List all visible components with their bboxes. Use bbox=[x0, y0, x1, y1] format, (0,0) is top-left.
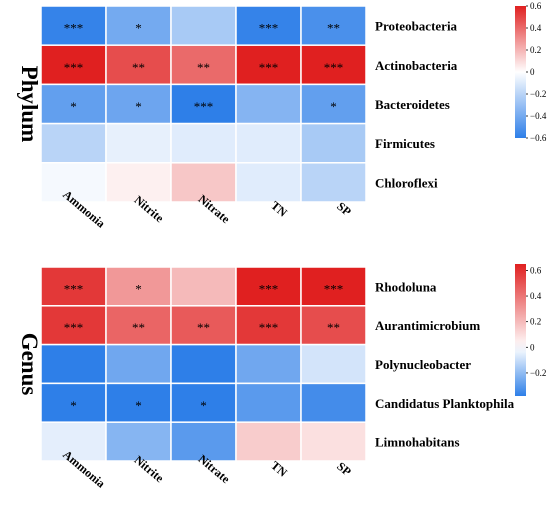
row-label: Firmicutes bbox=[375, 136, 435, 151]
row-label: Chloroflexi bbox=[375, 175, 438, 190]
significance-label: ** bbox=[197, 320, 210, 335]
significance-label: *** bbox=[194, 99, 214, 114]
heatmap-cell bbox=[40, 83, 107, 125]
significance-label: * bbox=[135, 21, 142, 36]
significance-label: *** bbox=[324, 281, 344, 296]
heatmap-cell bbox=[40, 122, 107, 164]
heatmap-cell bbox=[170, 305, 237, 346]
colorbar-tick-label: 0.4 bbox=[530, 291, 542, 301]
heatmap-cell bbox=[300, 421, 367, 462]
heatmap-cell bbox=[170, 122, 237, 164]
heatmap-cell bbox=[105, 122, 172, 164]
heatmap-cell bbox=[235, 421, 302, 462]
significance-label: * bbox=[200, 398, 207, 413]
significance-label: * bbox=[135, 99, 142, 114]
colorbar-tick-label: −0.6 bbox=[530, 133, 547, 143]
colorbar-tick-label: 0.2 bbox=[530, 45, 541, 55]
heatmap-cell bbox=[235, 266, 302, 307]
heatmap-cell bbox=[105, 382, 172, 423]
heatmap-cell bbox=[40, 382, 107, 423]
significance-label: * bbox=[135, 398, 142, 413]
heatmap-phylum: *** * *** ***** ** ** *** **** * *** *Proteobacter… bbox=[17, 1, 547, 231]
colorbar bbox=[515, 264, 526, 396]
significance-label: *** bbox=[64, 60, 84, 75]
heatmap-cell bbox=[235, 44, 302, 86]
heatmap-cell bbox=[300, 305, 367, 346]
significance-label: ** bbox=[327, 320, 340, 335]
row-label: Proteobacteria bbox=[375, 19, 458, 34]
heatmap-cell bbox=[235, 162, 302, 203]
colorbar bbox=[515, 6, 526, 138]
colorbar-tick-label: 0 bbox=[530, 67, 535, 77]
heatmap-cell bbox=[170, 343, 237, 385]
heatmap-genus: *** * *** ****** ** ** *** *** * *RhodolunaAurant… bbox=[17, 264, 546, 491]
colorbar-tick-label: 0 bbox=[530, 342, 535, 352]
colorbar-tick-label: −0.2 bbox=[530, 89, 546, 99]
colorbar-tick-label: 0.6 bbox=[530, 1, 542, 11]
heatmap-cell bbox=[235, 343, 302, 385]
row-label: Rhodoluna bbox=[375, 279, 437, 294]
heatmap-cell bbox=[170, 266, 237, 307]
significance-label: *** bbox=[64, 21, 84, 36]
heatmap-cell bbox=[235, 83, 302, 125]
row-label: Aurantimicrobium bbox=[375, 318, 480, 333]
row-label: Actinobacteria bbox=[375, 58, 458, 73]
heatmap-cell bbox=[40, 162, 107, 203]
heatmap-cell bbox=[170, 83, 237, 125]
significance-label: * bbox=[135, 281, 142, 296]
row-label: Bacteroidetes bbox=[375, 97, 450, 112]
heatmap-cell bbox=[300, 382, 367, 423]
column-label: SP bbox=[334, 459, 354, 479]
significance-label: *** bbox=[259, 320, 279, 335]
heatmap-cell bbox=[170, 421, 237, 462]
heatmap-cell bbox=[235, 122, 302, 164]
heatmap-cell bbox=[105, 305, 172, 346]
colorbar-tick-label: 0.6 bbox=[530, 265, 542, 275]
heatmap-cell bbox=[235, 382, 302, 423]
heatmap-cell bbox=[105, 5, 172, 46]
significance-label: *** bbox=[64, 320, 84, 335]
row-label: Candidatus Planktophila bbox=[375, 396, 515, 411]
heatmap-cell bbox=[300, 5, 367, 46]
colorbar-tick-label: −0.4 bbox=[530, 111, 547, 121]
colorbar-tick-label: 0.2 bbox=[530, 317, 541, 327]
heatmap-cell bbox=[300, 122, 367, 164]
heatmap-cell bbox=[300, 343, 367, 385]
heatmap-cell bbox=[105, 44, 172, 86]
column-label: SP bbox=[334, 199, 354, 219]
row-label: Polynucleobacter bbox=[375, 357, 471, 372]
significance-label: *** bbox=[324, 60, 344, 75]
heatmap-cell bbox=[105, 266, 172, 307]
significance-label: * bbox=[70, 99, 77, 114]
significance-label: * bbox=[70, 398, 77, 413]
group-title: Phylum bbox=[17, 66, 42, 143]
significance-label: ** bbox=[132, 320, 145, 335]
heatmap-cell bbox=[300, 266, 367, 307]
heatmap-cell bbox=[300, 162, 367, 203]
significance-label: * bbox=[330, 99, 337, 114]
significance-label: *** bbox=[64, 281, 84, 296]
significance-label: *** bbox=[259, 60, 279, 75]
heatmap-cell bbox=[40, 343, 107, 385]
heatmap-cell bbox=[40, 266, 107, 307]
row-label: Limnohabitans bbox=[375, 435, 460, 450]
significance-label: ** bbox=[132, 60, 145, 75]
heatmap-cell bbox=[170, 5, 237, 46]
heatmap-cell bbox=[40, 421, 107, 462]
group-title: Genus bbox=[17, 333, 42, 396]
heatmap-cell bbox=[170, 162, 237, 203]
significance-label: ** bbox=[327, 21, 340, 36]
significance-label: ** bbox=[197, 60, 210, 75]
colorbar-tick-label: 0.4 bbox=[530, 23, 542, 33]
colorbar-tick-label: −0.2 bbox=[530, 368, 546, 378]
significance-label: *** bbox=[259, 281, 279, 296]
heatmap-cell bbox=[105, 343, 172, 385]
heatmap-cell bbox=[40, 5, 107, 46]
significance-label: *** bbox=[259, 21, 279, 36]
